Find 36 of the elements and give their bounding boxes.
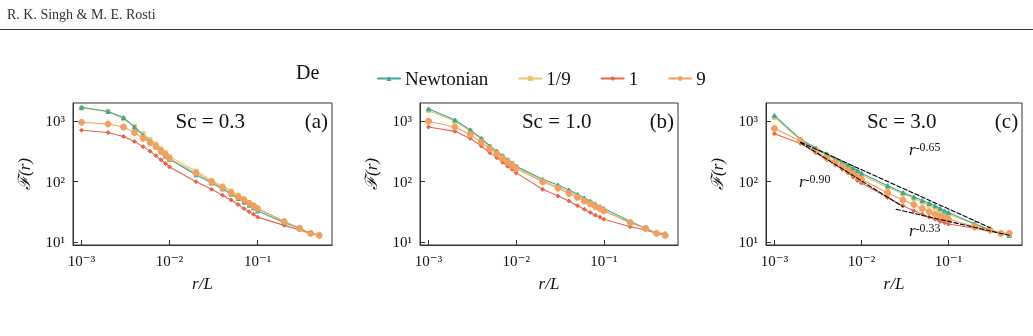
y-tick-label: 10²: [738, 173, 759, 190]
x-tick-label: 10⁻³: [67, 252, 96, 269]
x-tick-label: 10⁻¹: [590, 252, 618, 269]
y-tick-label: 10²: [392, 173, 413, 190]
legend-label: 1/9: [546, 68, 571, 89]
y-axis-title: ℱ(r): [708, 157, 727, 190]
legend-label: 1: [628, 68, 639, 89]
y-tick-label: 10³: [392, 113, 413, 130]
x-tick-label: 10⁻²: [155, 252, 184, 269]
y-axis-title: ℱ(r): [15, 157, 34, 190]
x-tick-label: 10⁻²: [502, 252, 531, 269]
x-tick-label: 10⁻²: [847, 252, 876, 269]
annotation: (b): [649, 109, 675, 134]
x-tick-label: 10⁻³: [760, 252, 789, 269]
y-tick-label: 10¹: [738, 234, 758, 251]
y-tick-label: 10³: [738, 113, 759, 130]
y-axis-title: ℱ(r): [362, 157, 381, 190]
annotation: Sc = 3.0: [866, 109, 937, 134]
y-tick-label: 10¹: [45, 234, 65, 251]
x-tick-label: 10⁻¹: [934, 252, 963, 269]
x-axis-title: r/L: [538, 274, 560, 293]
legend-label: 9: [696, 68, 706, 89]
annotation: (c): [994, 109, 1019, 134]
x-tick-label: 10⁻³: [414, 252, 443, 269]
annotation: (a): [304, 109, 329, 134]
annotation: Sc = 0.3: [175, 109, 246, 134]
y-tick-label: 10³: [45, 113, 66, 130]
y-tick-label: 10²: [45, 173, 66, 190]
chart-title: R. K. Singh & M. E. Rosti: [7, 6, 156, 22]
annotation: Sc = 1.0: [521, 109, 592, 134]
legend-title: De: [296, 61, 320, 83]
x-axis-title: r/L: [192, 274, 213, 293]
x-axis-title: r/L: [883, 274, 905, 293]
x-tick-label: 10⁻¹: [243, 252, 272, 269]
y-tick-label: 10¹: [392, 234, 412, 251]
legend-label: Newtonian: [405, 68, 489, 89]
